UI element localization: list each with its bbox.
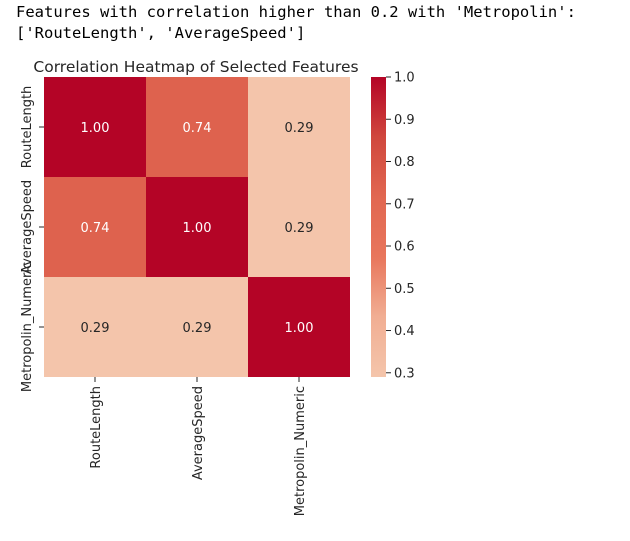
colorbar-tick-label-6: 0.4 bbox=[394, 324, 415, 339]
x-tick-label-1: AverageSpeed bbox=[191, 386, 206, 480]
y-tick-label-2: Metropolin_Numeric bbox=[20, 262, 35, 392]
x-tick-label-2: Metropolin_Numeric bbox=[293, 386, 308, 516]
cell-annotation-r0-c1: 0.74 bbox=[183, 121, 212, 136]
colorbar-tick-label-2: 0.8 bbox=[394, 155, 415, 170]
colorbar-tick-label-7: 0.3 bbox=[394, 366, 415, 381]
heatmap-cell-r0-c1 bbox=[146, 77, 248, 177]
heatmap-cell-r1-c1 bbox=[146, 177, 248, 277]
heatmap-cells: 1.00 0.74 0.29 0.74 1.00 0.29 0.29 0.29 1.00 bbox=[44, 77, 350, 377]
cell-output-text: Features with correlation higher than 0.… bbox=[16, 2, 576, 44]
y-tick-label-0: RouteLength bbox=[20, 86, 35, 169]
cell-annotation-r2-c1: 0.29 bbox=[183, 321, 212, 336]
cell-annotation-r1-c0: 0.74 bbox=[81, 221, 110, 236]
x-axis: RouteLength AverageSpeed Metropolin_Numeri… bbox=[89, 377, 308, 516]
colorbar-tick-label-5: 0.5 bbox=[394, 282, 415, 297]
output-line-2: ['RouteLength', 'AverageSpeed'] bbox=[16, 24, 306, 42]
heatmap-cell-r2-c1 bbox=[146, 277, 248, 377]
y-tick-label-1: AverageSpeed bbox=[20, 180, 35, 274]
cell-annotation-r2-c2: 1.00 bbox=[285, 321, 314, 336]
heatmap-cell-r1-c0 bbox=[44, 177, 146, 277]
output-line-1: Features with correlation higher than 0.… bbox=[16, 3, 576, 21]
colorbar-gradient-bar bbox=[371, 77, 386, 377]
heatmap-cell-r2-c0 bbox=[44, 277, 146, 377]
cell-annotation-r1-c2: 0.29 bbox=[285, 221, 314, 236]
cell-annotation-r2-c0: 0.29 bbox=[81, 321, 110, 336]
chart-title: Correlation Heatmap of Selected Features bbox=[33, 58, 358, 76]
cell-annotation-r1-c1: 1.00 bbox=[183, 221, 212, 236]
colorbar-ticks: 1.0 0.9 0.8 0.7 0.6 0.5 0.4 0.3 bbox=[386, 71, 415, 381]
colorbar-tick-label-3: 0.7 bbox=[394, 197, 415, 212]
colorbar-tick-label-0: 1.0 bbox=[394, 71, 415, 86]
colorbar-tick-label-1: 0.9 bbox=[394, 113, 415, 128]
cell-annotation-r0-c0: 1.00 bbox=[81, 121, 110, 136]
colorbar: 1.0 0.9 0.8 0.7 0.6 0.5 0.4 0.3 bbox=[371, 71, 415, 381]
heatmap-cell-r1-c2 bbox=[248, 177, 350, 277]
x-tick-label-0: RouteLength bbox=[89, 386, 104, 469]
heatmap-cell-r0-c0 bbox=[44, 77, 146, 177]
heatmap-cell-r2-c2 bbox=[248, 277, 350, 377]
heatmap-cell-r0-c2 bbox=[248, 77, 350, 177]
colorbar-tick-label-4: 0.6 bbox=[394, 240, 415, 255]
y-axis: RouteLength AverageSpeedMetropolin_Numeri… bbox=[20, 86, 44, 392]
cell-annotation-r0-c2: 0.29 bbox=[285, 121, 314, 136]
